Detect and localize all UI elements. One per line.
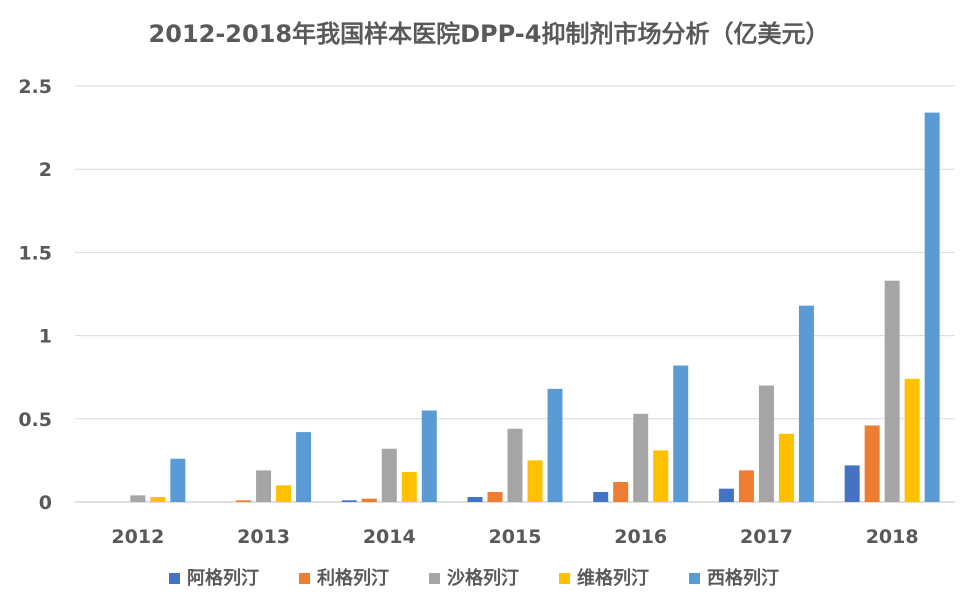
x-tick-label: 2017 <box>740 526 793 548</box>
y-tick-label: 1 <box>39 326 52 348</box>
bar <box>421 410 437 502</box>
bar <box>150 497 166 502</box>
bar <box>718 488 734 502</box>
bar <box>547 388 563 502</box>
legend-label: 阿格列汀 <box>187 567 259 589</box>
legend-swatch <box>429 573 440 584</box>
legend-swatch <box>689 573 700 584</box>
bar <box>341 500 357 502</box>
legend-label: 沙格列汀 <box>447 567 519 589</box>
bar <box>673 365 689 502</box>
x-tick-label: 2016 <box>614 526 667 548</box>
bar <box>844 465 860 502</box>
legend-label: 利格列汀 <box>317 567 389 589</box>
bar <box>904 378 920 502</box>
bar <box>527 460 543 502</box>
y-tick-label: 0 <box>39 492 52 514</box>
legend-swatch <box>559 573 570 584</box>
bar <box>633 413 649 502</box>
x-tick-label: 2013 <box>237 526 290 548</box>
bar <box>381 448 397 502</box>
bar <box>593 492 609 502</box>
bar <box>613 482 629 502</box>
bar <box>170 458 186 502</box>
chart-title: 2012-2018年我国样本医院DPP-4抑制剂市场分析（亿美元） <box>148 20 830 48</box>
bar <box>236 500 252 502</box>
bar <box>487 492 503 502</box>
bar <box>653 450 669 502</box>
bar <box>798 305 814 502</box>
bar <box>276 485 292 502</box>
legend-swatch <box>299 573 310 584</box>
x-tick-label: 2015 <box>489 526 542 548</box>
bar <box>401 472 417 502</box>
y-tick-label: 2 <box>39 159 52 181</box>
legend-label: 西格列汀 <box>707 567 779 589</box>
bar <box>758 385 774 502</box>
y-tick-label: 2.5 <box>18 76 52 98</box>
bar <box>467 497 483 502</box>
bar <box>361 498 377 502</box>
bar <box>924 112 940 503</box>
bar <box>864 425 880 502</box>
bar <box>507 428 523 502</box>
legend-swatch <box>169 573 180 584</box>
y-tick-label: 0.5 <box>18 409 52 431</box>
x-tick-label: 2014 <box>363 526 416 548</box>
bar <box>778 433 794 502</box>
bar <box>738 470 754 502</box>
bar <box>884 280 900 502</box>
bar <box>296 432 312 502</box>
legend-label: 维格列汀 <box>577 567 649 589</box>
y-tick-label: 1.5 <box>18 242 52 264</box>
x-tick-label: 2012 <box>111 526 164 548</box>
bar <box>256 470 272 502</box>
x-tick-label: 2018 <box>866 526 919 548</box>
bar <box>130 495 146 502</box>
